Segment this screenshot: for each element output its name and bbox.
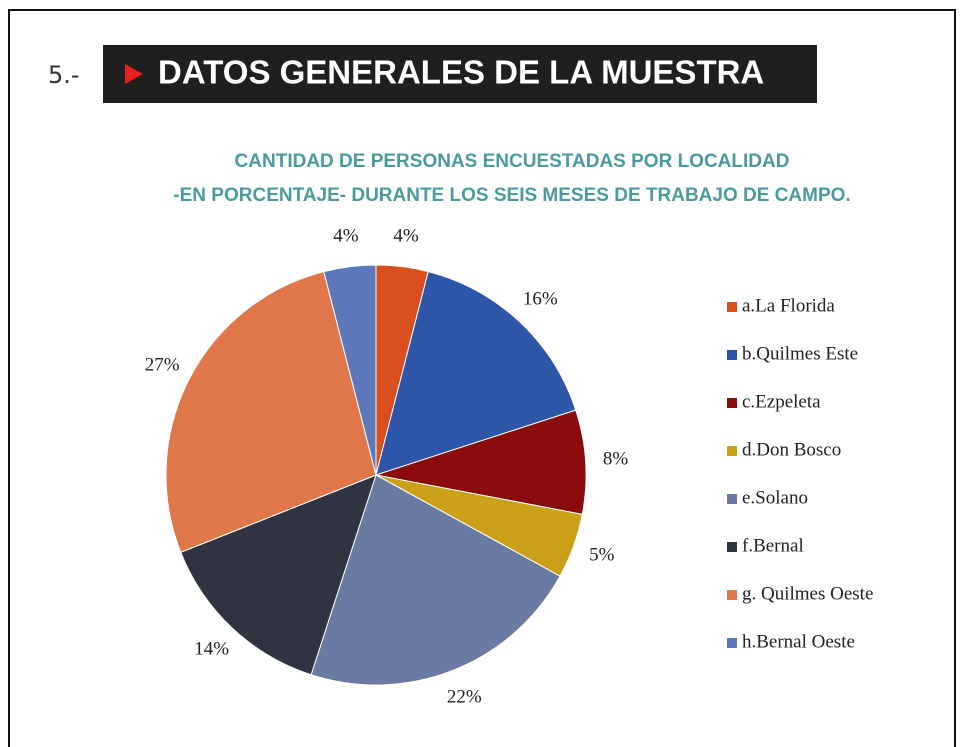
data-label: 4% xyxy=(393,225,419,246)
legend-label: d.Don Bosco xyxy=(742,439,841,460)
pie-slice xyxy=(180,474,377,676)
data-label: 14% xyxy=(194,638,229,659)
legend-swatch xyxy=(727,302,737,312)
pie-slice xyxy=(375,409,587,515)
data-label: 8% xyxy=(603,448,629,469)
chart-title: CANTIDAD DE PERSONAS ENCUESTADAS POR LOC… xyxy=(235,151,790,172)
legend-swatch xyxy=(727,638,737,648)
legend-label: e.Solano xyxy=(742,487,808,508)
legend-label: a.La Florida xyxy=(742,295,835,316)
legend-label: g. Quilmes Oeste xyxy=(742,583,873,604)
legend-swatch xyxy=(727,590,737,600)
header-box xyxy=(103,45,817,103)
data-label: 27% xyxy=(145,354,180,375)
legend-label: f.Bernal xyxy=(742,535,804,556)
data-label: 5% xyxy=(589,545,615,566)
data-label: 4% xyxy=(333,225,359,246)
pie-slice xyxy=(165,270,377,553)
legend-swatch xyxy=(727,350,737,360)
data-label: 22% xyxy=(447,687,482,708)
pie-slice xyxy=(310,474,561,686)
header-arrow xyxy=(125,64,143,84)
section-number: 5.- xyxy=(48,61,80,89)
legend-swatch xyxy=(727,398,737,408)
header-title: DATOS GENERALES DE LA MUESTRA xyxy=(158,54,764,91)
legend-label: h.Bernal Oeste xyxy=(742,631,855,652)
legend-swatch xyxy=(727,494,737,504)
legend-label: b.Quilmes Este xyxy=(742,343,858,364)
legend-swatch xyxy=(727,446,737,456)
chart-subtitle: -EN PORCENTAJE- DURANTE LOS SEIS MESES D… xyxy=(173,185,850,206)
legend-label: c.Ezpeleta xyxy=(742,391,821,412)
legend-swatch xyxy=(727,542,737,552)
pie-slice xyxy=(375,270,577,476)
pie-slice xyxy=(323,264,377,476)
data-label: 16% xyxy=(523,288,558,309)
